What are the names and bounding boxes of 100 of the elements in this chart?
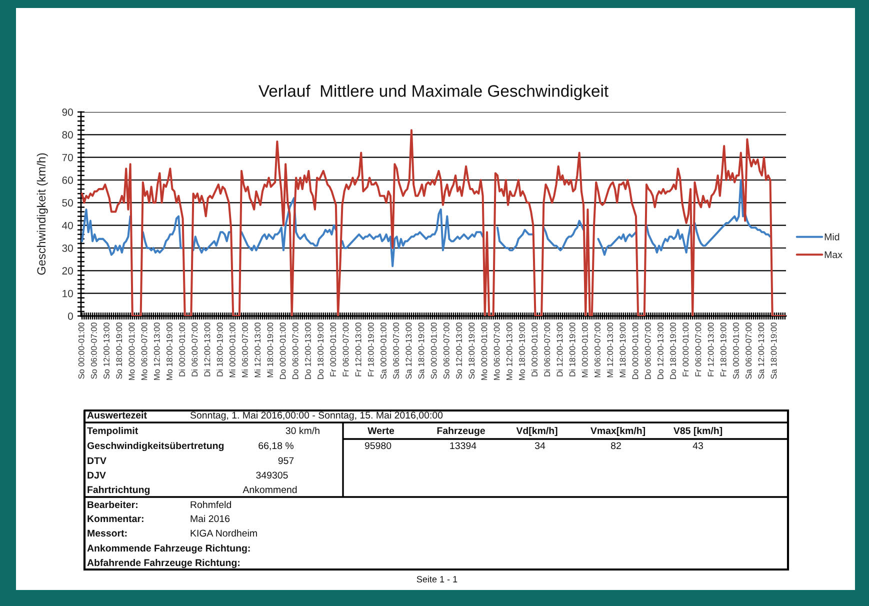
text: 82 (611, 442, 621, 450)
x-tick-label: Fr 12:00-13:00 (355, 322, 362, 376)
y-tick-label: 60 (62, 176, 73, 184)
x-tick-label: Sa 00:00-01:00 (380, 322, 386, 379)
x-tick-label: Mo 18:00-19:00 (519, 322, 525, 380)
text: Kommentar: (88, 515, 144, 522)
text: Seite 1 - 1 (416, 576, 458, 582)
x-tick-label: Fr 12:00-13:00 (708, 322, 714, 376)
text: Rohmfeld (190, 500, 231, 508)
x-tick-label: Mo 18:00-19:00 (166, 322, 172, 380)
x-tick-label: Di 06:00-07:00 (544, 322, 550, 376)
x-tick-label: So 06:00-07:00 (443, 322, 450, 379)
x-tick-label: Di 18:00-19:00 (569, 322, 576, 376)
x-tick-label: So 00:00-01:00 (78, 322, 84, 379)
text: V85 [km/h] (673, 426, 722, 436)
text: Fahrtrichtung (88, 486, 150, 496)
x-tick-label: Sa 06:00-07:00 (746, 322, 752, 379)
x-tick-label: Fr 06:00-07:00 (342, 322, 349, 376)
y-tick-label: 50 (62, 199, 73, 207)
text: 66,18 % (258, 442, 294, 450)
x-tick-label: Di 06:00-07:00 (191, 322, 198, 376)
text: Messort: (88, 530, 127, 537)
x-tick-label: Mo 06:00-07:00 (494, 322, 500, 380)
text: Geschwindigkeitsübertretung (87, 442, 224, 452)
text: Mai 2016 (190, 514, 230, 522)
x-tick-label: Mi 00:00-01:00 (229, 322, 236, 378)
x-tick-label: Mi 12:00-13:00 (606, 322, 614, 378)
text: Sonntag, 1. Mai 2016,00:00 - Sonntag, 15. Mai 2016,00:00 (190, 411, 443, 421)
text: 13394 (450, 442, 476, 450)
x-tick-label: So 18:00-19:00 (468, 322, 475, 379)
text: Werte (368, 427, 394, 434)
x-tick-label: Mi 00:00-01:00 (582, 322, 588, 378)
x-tick-label: Fr 18:00-19:00 (720, 322, 726, 376)
x-tick-label: Mi 06:00-07:00 (242, 322, 248, 378)
x-tick-label: Do 12:00-13:00 (657, 322, 664, 380)
text: 95980 (364, 442, 392, 450)
x-tick-label: Do 18:00-19:00 (318, 322, 324, 380)
y-tick-label: 30 (62, 244, 73, 252)
x-tick-label: Di 18:00-19:00 (216, 322, 223, 376)
x-tick-label: So 00:00-01:00 (430, 322, 437, 379)
x-tick-label: Mi 12:00-13:00 (254, 322, 261, 378)
x-tick-label: Sa 12:00-13:00 (406, 322, 412, 379)
x-tick-label: Mo 00:00-01:00 (128, 322, 135, 380)
text: 43 (692, 442, 703, 450)
text: 349305 (256, 472, 288, 479)
y-tick-label: 80 (62, 131, 73, 139)
x-tick-label: Sa 18:00-19:00 (770, 322, 777, 379)
text: Abfahrende Fahrzeuge Richtung: (87, 558, 240, 568)
x-tick-label: Do 00:00-01:00 (280, 322, 286, 380)
y-tick-label: 20 (62, 267, 73, 275)
y-tick-label: 90 (62, 108, 73, 116)
text: Ankommende Fahrzeuge Richtung: (87, 544, 250, 554)
x-tick-label: Do 12:00-13:00 (304, 322, 311, 380)
text: KIGA Nordheim (190, 529, 257, 537)
y-axis-title: Geschwindigkeit (km/h) (36, 153, 48, 275)
x-tick-label: Mi 18:00-19:00 (620, 322, 626, 378)
text: Bearbeiter: (88, 500, 138, 508)
x-tick-label: Fr 06:00-07:00 (695, 322, 702, 376)
chart-title: Verlauf Mittlere und Maximale Geschwindigkeit (258, 84, 608, 100)
text: Vd[km/h] (516, 426, 558, 436)
y-tick-label: 40 (62, 222, 73, 230)
x-tick-label: Sa 06:00-07:00 (393, 322, 400, 379)
text: DTV (88, 457, 106, 464)
x-tick-label: Fr 00:00-01:00 (330, 322, 336, 376)
x-tick-label: So 12:00-13:00 (104, 322, 110, 379)
x-tick-label: Do 06:00-07:00 (292, 322, 298, 380)
x-tick-label: Do 00:00-01:00 (632, 322, 638, 380)
x-tick-label: Do 06:00-07:00 (644, 322, 651, 380)
text: Auswertezeit (87, 411, 147, 419)
x-tick-label: Fr 00:00-01:00 (682, 322, 689, 376)
x-tick-label: Di 12:00-13:00 (204, 322, 210, 376)
x-tick-label: Mo 12:00-13:00 (506, 322, 512, 380)
x-tick-label: So 18:00-19:00 (116, 322, 122, 379)
x-tick-label: Mo 12:00-13:00 (154, 322, 160, 380)
x-tick-label: Mo 06:00-07:00 (141, 322, 148, 380)
text: 30 km/h (286, 426, 320, 434)
x-tick-label: Mo 00:00-01:00 (481, 322, 488, 380)
x-tick-label: Sa 18:00-19:00 (418, 322, 424, 379)
text: Ankommend (242, 486, 297, 494)
text: Fahrzeuge (437, 426, 485, 436)
legend-label: Max (824, 251, 842, 258)
text: Vmax[km/h] (590, 426, 646, 436)
text: 34 (534, 442, 546, 450)
y-tick-label: 10 (62, 290, 73, 298)
x-tick-label: So 12:00-13:00 (456, 322, 462, 379)
x-tick-label: So 06:00-07:00 (90, 322, 97, 379)
x-tick-label: Fr 18:00-19:00 (368, 322, 374, 376)
x-tick-label: Di 00:00-01:00 (531, 322, 538, 376)
x-tick-label: Do 18:00-19:00 (670, 322, 676, 380)
x-tick-label: Di 12:00-13:00 (556, 322, 563, 376)
text: 957 (278, 457, 294, 464)
legend-label: Mid (824, 233, 840, 240)
x-tick-label: Sa 12:00-13:00 (758, 322, 764, 379)
x-tick-label: Mi 18:00-19:00 (267, 322, 274, 378)
x-tick-label: Di 00:00-01:00 (178, 322, 185, 376)
y-tick-label: 70 (62, 154, 73, 162)
text: DJV (88, 472, 106, 479)
y-tick-label: 0 (68, 312, 73, 320)
x-tick-label: Mi 06:00-07:00 (594, 322, 600, 378)
x-tick-label: Sa 00:00-01:00 (733, 322, 739, 379)
